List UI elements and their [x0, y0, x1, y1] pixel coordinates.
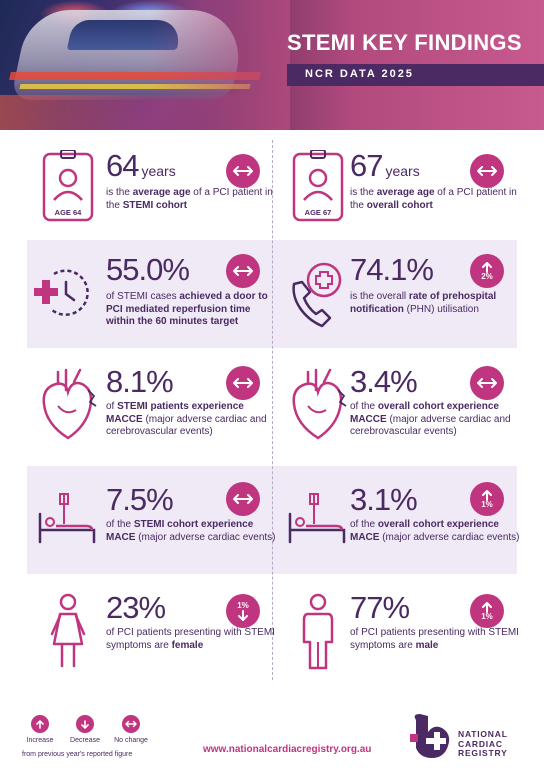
website-link[interactable]: www.nationalcardiacregistry.org.au — [203, 744, 372, 755]
hospital-bed-icon — [288, 493, 346, 544]
stat-description: is the average age of a PCI patient in t… — [350, 187, 517, 211]
legend-note: from previous year's reported figure — [22, 751, 133, 758]
stat-value: 55.0% — [106, 252, 190, 287]
stat-description: is the overall rate of prehospital notif… — [350, 291, 497, 315]
decrease-badge: 1% — [226, 594, 260, 628]
column-divider — [272, 140, 273, 680]
increase-badge: 1% — [470, 594, 504, 628]
legend-no-change: No change — [101, 715, 161, 744]
stat-description: of the STEMI cohort experience MACE (maj… — [106, 519, 276, 543]
arrow-up-icon — [36, 719, 44, 729]
no-change-badge — [226, 366, 260, 400]
no-change-badge — [226, 482, 260, 516]
page-title: STEMI KEY FINDINGS — [287, 30, 522, 55]
no-change-arrows-icon — [125, 720, 137, 728]
no-change-arrows-icon — [477, 378, 497, 388]
arrow-down-icon — [81, 719, 89, 729]
stat-value: 23% — [106, 590, 166, 625]
legend-increase: Increase — [10, 715, 70, 744]
header-banner: STEMI KEY FINDINGS NCR DATA 2025 — [0, 0, 544, 130]
increase-badge: 1% — [470, 482, 504, 516]
hospital-bed-icon — [38, 493, 96, 544]
stat-description: is the average age of a PCI patient in t… — [106, 187, 273, 211]
arrow-up-icon — [482, 489, 492, 501]
stat-description: of the overall cohort experience MACE (m… — [350, 519, 520, 543]
heart-icon — [42, 368, 97, 440]
increase-badge: 2% — [470, 254, 504, 288]
no-change-badge — [226, 254, 260, 288]
phone-cross-icon — [292, 262, 342, 328]
stat-value: 64 years — [106, 148, 176, 183]
page-subtitle: NCR DATA 2025 — [305, 68, 414, 80]
stat-value: 3.4% — [350, 364, 418, 399]
ncr-logo-mark-icon — [410, 714, 450, 758]
legend-label: No change — [114, 737, 148, 744]
female-icon — [50, 593, 86, 668]
subtitle-bar: NCR DATA 2025 — [287, 64, 544, 86]
legend-label: Increase — [26, 737, 54, 744]
stat-description: of the overall cohort experience MACCE (… — [350, 401, 511, 437]
legend-label: Decrease — [70, 737, 100, 744]
stat-description: of PCI patients presenting with STEMI sy… — [350, 627, 519, 651]
stat-description: of PCI patients presenting with STEMI sy… — [106, 627, 275, 651]
id-badge-icon — [42, 150, 94, 222]
legend-decrease: Decrease — [55, 715, 115, 744]
stat-value: 77% — [350, 590, 410, 625]
arrow-down-icon — [238, 609, 248, 621]
badge-label: AGE 67 — [304, 208, 332, 217]
no-change-arrows-icon — [233, 166, 253, 176]
ambulance-photo — [0, 0, 290, 130]
arrow-up-icon — [482, 601, 492, 613]
no-change-arrows-icon — [233, 378, 253, 388]
badge-label: AGE 64 — [54, 208, 82, 217]
arrow-up-icon — [482, 261, 492, 273]
no-change-arrows-icon — [233, 266, 253, 276]
trend-percent: 1% — [481, 611, 493, 621]
no-change-badge — [470, 366, 504, 400]
male-icon — [302, 593, 334, 670]
trend-percent: 1% — [481, 499, 493, 509]
no-change-badge — [470, 154, 504, 188]
heart-icon — [292, 368, 347, 440]
trend-percent: 1% — [237, 600, 249, 610]
no-change-badge — [226, 154, 260, 188]
clock-cross-icon — [34, 269, 89, 316]
no-change-arrows-icon — [233, 494, 253, 504]
stat-value: 74.1% — [350, 252, 434, 287]
no-change-arrows-icon — [477, 166, 497, 176]
stat-value: 67 years — [350, 148, 420, 183]
stat-description: of STEMI patients experience MACCE (majo… — [106, 401, 267, 437]
stat-value: 8.1% — [106, 364, 174, 399]
ncr-logo: NATIONAL CARDIAC REGISTRY — [408, 712, 528, 762]
stat-description: of STEMI cases achieved a door to PCI me… — [106, 291, 268, 327]
trend-percent: 2% — [481, 271, 493, 281]
logo-text: NATIONAL CARDIAC REGISTRY — [458, 729, 508, 758]
stat-value: 7.5% — [106, 482, 174, 517]
id-badge-icon — [292, 150, 344, 222]
stat-value: 3.1% — [350, 482, 418, 517]
